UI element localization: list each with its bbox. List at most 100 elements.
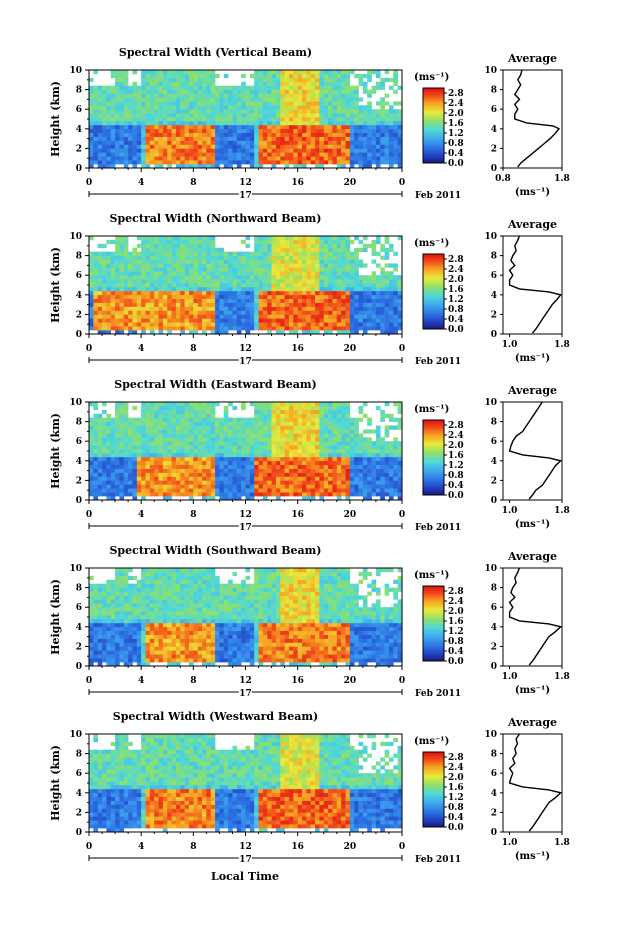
heatmap-cell xyxy=(123,124,129,130)
heatmap-cell xyxy=(158,302,164,307)
heatmap-cell xyxy=(89,302,94,307)
heatmap-cell xyxy=(158,164,164,169)
heatmap-cell xyxy=(171,484,177,489)
heatmap-cell xyxy=(319,239,325,245)
heatmap-cell xyxy=(380,314,385,319)
heatmap-cell xyxy=(232,105,238,110)
heatmap-cell xyxy=(358,105,364,110)
heatmap-cell xyxy=(110,97,116,102)
heatmap-cell xyxy=(154,132,159,137)
heatmap-cell xyxy=(223,85,229,90)
heatmap-cell xyxy=(241,437,246,442)
heatmap-cell xyxy=(354,259,359,264)
heatmap-cell xyxy=(149,468,155,473)
heatmap-cell xyxy=(249,152,255,157)
heatmap-cell xyxy=(241,318,246,323)
heatmap-cell xyxy=(180,279,185,284)
heatmap-cell xyxy=(175,236,181,241)
heatmap-cell xyxy=(306,101,312,106)
heatmap-cell xyxy=(258,429,264,434)
heatmap-cell xyxy=(271,144,277,149)
heatmap-cell xyxy=(136,105,142,110)
heatmap-cell xyxy=(93,144,98,149)
heatmap-cell xyxy=(158,421,164,426)
heatmap-cell xyxy=(154,445,159,450)
heatmap-cell xyxy=(319,97,325,102)
heatmap-cell xyxy=(341,488,346,493)
heatmap-cell xyxy=(271,437,277,442)
heatmap-cell xyxy=(89,259,94,264)
colorbar-tick-label: 1.2 xyxy=(448,129,464,139)
heatmap-cell xyxy=(149,105,155,110)
heatmap-cell xyxy=(145,433,151,438)
heatmap-cell xyxy=(384,283,390,288)
heatmap-cell xyxy=(249,298,255,303)
heatmap-cell xyxy=(145,409,151,415)
heatmap-cell xyxy=(97,267,103,272)
heatmap-cell xyxy=(262,318,268,323)
heatmap-cell xyxy=(123,413,129,418)
heatmap-cell xyxy=(215,484,220,489)
heatmap-cell xyxy=(128,109,133,114)
heatmap-cell xyxy=(315,472,320,477)
heatmap-cell xyxy=(149,413,155,418)
heatmap-cell xyxy=(128,429,133,434)
heatmap-cell xyxy=(149,449,155,454)
heatmap-cell xyxy=(202,271,207,276)
heatmap-cell xyxy=(132,286,138,292)
heatmap-cell xyxy=(232,97,238,102)
heatmap-cell xyxy=(358,136,364,141)
heatmap-cell xyxy=(267,271,272,276)
heatmap-cell xyxy=(145,452,151,458)
heatmap-cell xyxy=(362,330,368,335)
heatmap-cell xyxy=(284,117,290,122)
heatmap-cell xyxy=(371,302,377,307)
heatmap-cell xyxy=(354,271,359,276)
heatmap-cell xyxy=(354,298,359,303)
heatmap-cell xyxy=(284,89,290,94)
heatmap-cell xyxy=(236,263,242,268)
heatmap-cell xyxy=(254,314,259,319)
heatmap-cell xyxy=(293,263,298,268)
heatmap-cell xyxy=(89,271,94,276)
heatmap-cell xyxy=(93,441,98,446)
heatmap-cell xyxy=(193,113,198,118)
heatmap-cell xyxy=(297,148,303,153)
heatmap-cell xyxy=(141,113,146,118)
heatmap-cell xyxy=(188,128,194,134)
heatmap-cell xyxy=(375,70,381,75)
heatmap-cell xyxy=(275,472,281,477)
heatmap-cell xyxy=(206,421,212,426)
heatmap-cell xyxy=(149,77,155,83)
heatmap-cell xyxy=(136,275,142,280)
heatmap-cell xyxy=(167,306,172,311)
heatmap-cell xyxy=(154,421,159,426)
heatmap-cell xyxy=(236,417,242,422)
heatmap-cell xyxy=(119,318,125,323)
heatmap-cell xyxy=(89,109,94,114)
heatmap-cell xyxy=(223,449,229,454)
heatmap-cell xyxy=(188,449,194,454)
heatmap-cell xyxy=(397,152,403,157)
heatmap-cell xyxy=(241,148,246,153)
heatmap-cell xyxy=(154,247,159,252)
heatmap-cell xyxy=(162,283,168,288)
heatmap-cell xyxy=(388,275,394,280)
heatmap-cell xyxy=(362,81,368,86)
heatmap-cell xyxy=(175,468,181,473)
heatmap-cell xyxy=(219,294,225,300)
heatmap-cell xyxy=(162,152,168,157)
heatmap-cell xyxy=(167,97,172,102)
heatmap-cell xyxy=(323,472,329,477)
heatmap-cell xyxy=(158,298,164,303)
heatmap-cell xyxy=(236,97,242,102)
heatmap-cell xyxy=(288,144,294,149)
heatmap-cell xyxy=(241,492,246,497)
heatmap-cell xyxy=(254,243,259,249)
heatmap-cell xyxy=(319,81,325,86)
heatmap-cell xyxy=(323,488,329,493)
heatmap-cell xyxy=(215,109,220,114)
heatmap-cell xyxy=(332,279,338,284)
heatmap-cell xyxy=(149,437,155,442)
heatmap-cell xyxy=(384,271,390,276)
